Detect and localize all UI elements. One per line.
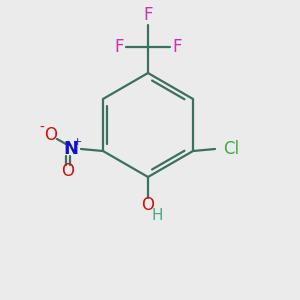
Text: N: N	[64, 140, 79, 158]
Text: O: O	[142, 196, 154, 214]
Text: O: O	[61, 162, 74, 180]
Text: F: F	[172, 38, 182, 56]
Text: +: +	[73, 137, 83, 147]
Text: F: F	[143, 6, 153, 24]
Text: F: F	[115, 38, 124, 56]
Text: Cl: Cl	[223, 140, 239, 158]
Text: -: -	[40, 121, 44, 135]
Text: H: H	[151, 208, 163, 223]
Text: O: O	[44, 126, 58, 144]
